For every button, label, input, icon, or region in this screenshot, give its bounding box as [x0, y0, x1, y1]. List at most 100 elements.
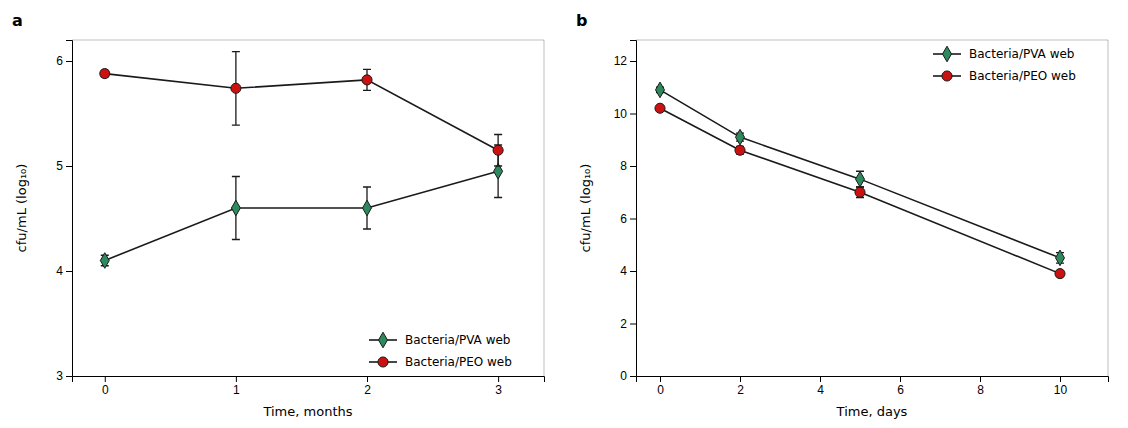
tick-label: 6	[620, 212, 627, 226]
legend-label: Bacteria/PEO web	[969, 69, 1076, 83]
tick-label: 0	[102, 383, 109, 397]
marker	[231, 200, 240, 216]
tick-label: 3	[56, 369, 63, 383]
x-axis: 0 1 2 3	[73, 376, 545, 397]
legend-item: Bacteria/PEO web	[933, 69, 1076, 83]
series	[656, 82, 1065, 266]
tick: 5	[56, 159, 72, 173]
tick-label: 8	[977, 383, 984, 397]
tick-label: 10	[1054, 383, 1068, 397]
panel-label: b	[576, 11, 587, 30]
tick-mark	[630, 114, 636, 115]
tick: 4	[56, 264, 72, 278]
legend-symbol	[943, 46, 952, 62]
series-line	[660, 108, 1060, 273]
tick: 6	[620, 212, 636, 226]
tick-mark	[630, 376, 636, 377]
tick-mark	[630, 324, 636, 325]
tick-label: 0	[620, 369, 627, 383]
tick-mark	[66, 166, 72, 167]
marker	[1055, 269, 1065, 279]
y-axis-title: cfu/mL (log₁₀)	[578, 164, 593, 253]
tick: 3	[56, 369, 72, 383]
marker	[231, 83, 241, 93]
tick: 2	[620, 317, 636, 331]
tick-mark	[66, 376, 72, 377]
legend-symbol	[378, 357, 388, 367]
series-line	[660, 90, 1060, 258]
axis-line	[73, 377, 545, 383]
marker	[363, 200, 372, 216]
tick: 10	[1054, 376, 1068, 397]
tick: 12	[614, 54, 636, 68]
legend-label: Bacteria/PEO web	[405, 355, 512, 369]
tick-label: 0	[657, 383, 664, 397]
tick-label: 3	[495, 383, 502, 397]
error-bar	[232, 177, 240, 240]
tick-label: 2	[620, 317, 627, 331]
error-bar	[363, 187, 371, 229]
tick-mark	[66, 61, 72, 62]
tick: 3	[495, 376, 502, 397]
tick-mark	[498, 376, 499, 382]
legend-symbol	[379, 332, 388, 348]
y-axis: 3 4 5 6	[56, 41, 72, 384]
marker	[735, 145, 745, 155]
tick-label: 4	[817, 383, 824, 397]
tick-mark	[236, 376, 237, 382]
y-axis-title: cfu/mL (log₁₀)	[14, 164, 29, 253]
chart-root: 01233456Time, monthscfu/mL (log₁₀)aBacte…	[0, 0, 1128, 428]
marker	[736, 129, 745, 145]
series-line	[105, 74, 498, 151]
axis-line	[630, 41, 637, 377]
tick-label: 2	[364, 383, 371, 397]
x-axis-title: Time, days	[836, 404, 908, 419]
tick: 10	[614, 107, 636, 121]
marker	[1056, 250, 1065, 266]
series	[100, 52, 503, 166]
marker	[493, 145, 503, 155]
y-axis: 0 2 4 6 8 10 12	[614, 41, 637, 384]
tick-mark	[740, 376, 741, 382]
series	[100, 145, 502, 268]
tick-mark	[980, 376, 981, 382]
plot-area	[100, 52, 503, 269]
tick-mark	[1060, 376, 1061, 382]
tick: 8	[620, 159, 636, 173]
series-line	[105, 171, 498, 260]
tick-mark	[630, 271, 636, 272]
tick: 4	[620, 264, 636, 278]
tick-label: 1	[233, 383, 240, 397]
panel: 0246810024681012Time, dayscfu/mL (log₁₀)…	[576, 11, 1109, 419]
panel: 01233456Time, monthscfu/mL (log₁₀)aBacte…	[12, 11, 545, 419]
tick-label: 2	[737, 383, 744, 397]
marker	[855, 187, 865, 197]
tick-label: 4	[56, 264, 63, 278]
marker	[100, 253, 109, 269]
legend-label: Bacteria/PVA web	[405, 333, 510, 347]
legend-item: Bacteria/PEO web	[369, 355, 512, 369]
tick-label: 8	[620, 159, 627, 173]
marker	[856, 171, 865, 187]
plot-frame	[72, 40, 544, 41]
tick-mark	[630, 219, 636, 220]
error-bar	[856, 171, 864, 187]
series	[655, 103, 1065, 278]
axis-line	[637, 377, 1109, 383]
tick: 1	[233, 376, 240, 397]
tick-label: 5	[56, 159, 63, 173]
tick-mark	[900, 376, 901, 382]
marker	[100, 69, 110, 79]
tick-label: 6	[56, 54, 63, 68]
x-axis: 0246810	[637, 376, 1109, 397]
tick: 0	[620, 369, 636, 383]
legend: Bacteria/PVA web Bacteria/PEO web	[369, 332, 512, 369]
tick-label: 12	[614, 54, 628, 68]
tick: 0	[102, 376, 109, 397]
plot-area	[655, 82, 1065, 279]
plot-frame	[544, 40, 545, 376]
x-axis-title: Time, months	[262, 404, 352, 419]
legend-item: Bacteria/PVA web	[933, 46, 1074, 62]
tick-label: 4	[620, 264, 627, 278]
legend-item: Bacteria/PVA web	[369, 332, 510, 348]
